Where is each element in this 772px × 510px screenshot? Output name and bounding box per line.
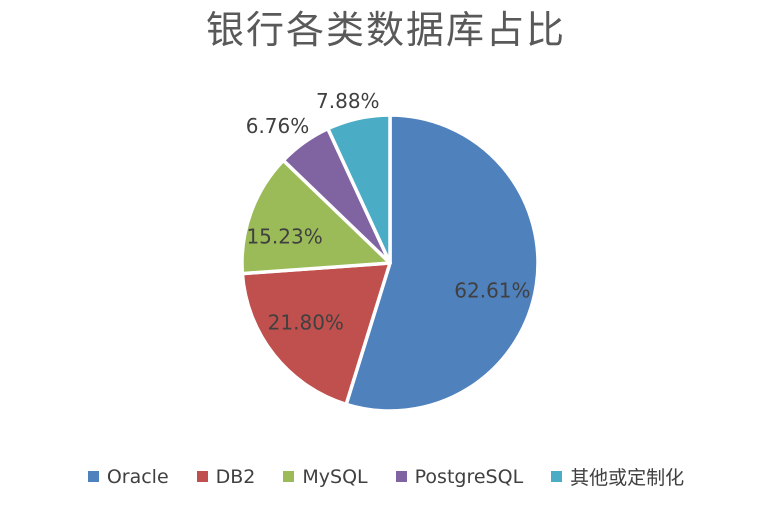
pie-slice-other-or-custom [326,113,392,265]
legend-swatch-other-or-custom [551,471,563,482]
chart-legend: Oracle DB2 MySQL PostgreSQL 其他或定制化 [0,463,772,490]
pie-slice-oracle [344,113,540,413]
pie-slice-labels: 62.61% 21.80% 15.23% 6.76%7.88% [246,89,531,334]
chart-title: 银行各类数据库占比 [205,8,566,52]
legend-swatch-postgresql [395,471,407,482]
pie-slice-db2 [240,261,392,407]
slice-label-db2: 21.80% [268,310,344,334]
legend-item-postgresql: PostgreSQL [395,465,524,488]
legend-label-mysql: MySQL [302,465,368,488]
legend-item-mysql: MySQL [283,465,368,488]
slice-label-mysql: 15.23% [246,225,322,249]
pie-slices [240,113,540,413]
legend-label-oracle: Oracle [106,465,169,488]
legend-item-db2: DB2 [196,465,256,488]
legend-swatch-mysql [283,471,295,482]
legend-label-postgresql: PostgreSQL [414,465,524,488]
slice-label-oracle: 62.61% [454,279,530,303]
legend-item-other-or-custom: 其他或定制化 [551,463,684,490]
legend-swatch-oracle [87,471,99,482]
slice-label-postgresql: 6.76% [246,114,310,138]
legend-label-other-or-custom: 其他或定制化 [570,467,685,489]
slice-label-other-or-custom: 7.88% [316,89,380,113]
pie-slice-mysql [240,158,392,276]
legend-item-oracle: Oracle [87,465,169,488]
legend-swatch-db2 [196,471,208,482]
legend-label-db2: DB2 [215,465,256,488]
